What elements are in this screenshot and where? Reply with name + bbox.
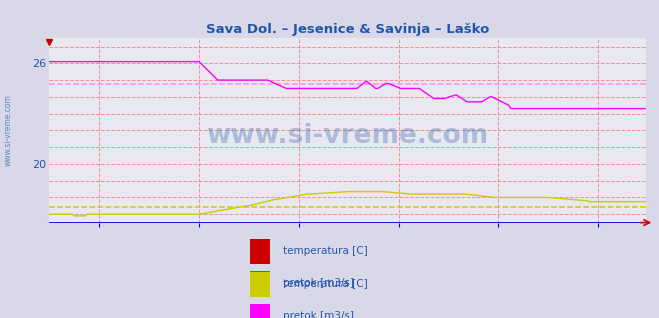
- Bar: [250, 304, 270, 318]
- Text: www.si-vreme.com: www.si-vreme.com: [206, 123, 489, 149]
- Text: pretok [m3/s]: pretok [m3/s]: [283, 311, 355, 318]
- Bar: [250, 271, 270, 296]
- Bar: [250, 239, 270, 264]
- Text: www.si-vreme.com: www.si-vreme.com: [3, 94, 13, 166]
- Text: temperatura [C]: temperatura [C]: [283, 246, 368, 256]
- Title: Sava Dol. – Jesenice & Savinja – Laško: Sava Dol. – Jesenice & Savinja – Laško: [206, 23, 490, 36]
- Text: temperatura [C]: temperatura [C]: [283, 279, 368, 289]
- Bar: [250, 272, 270, 297]
- Text: pretok [m3/s]: pretok [m3/s]: [283, 278, 355, 288]
